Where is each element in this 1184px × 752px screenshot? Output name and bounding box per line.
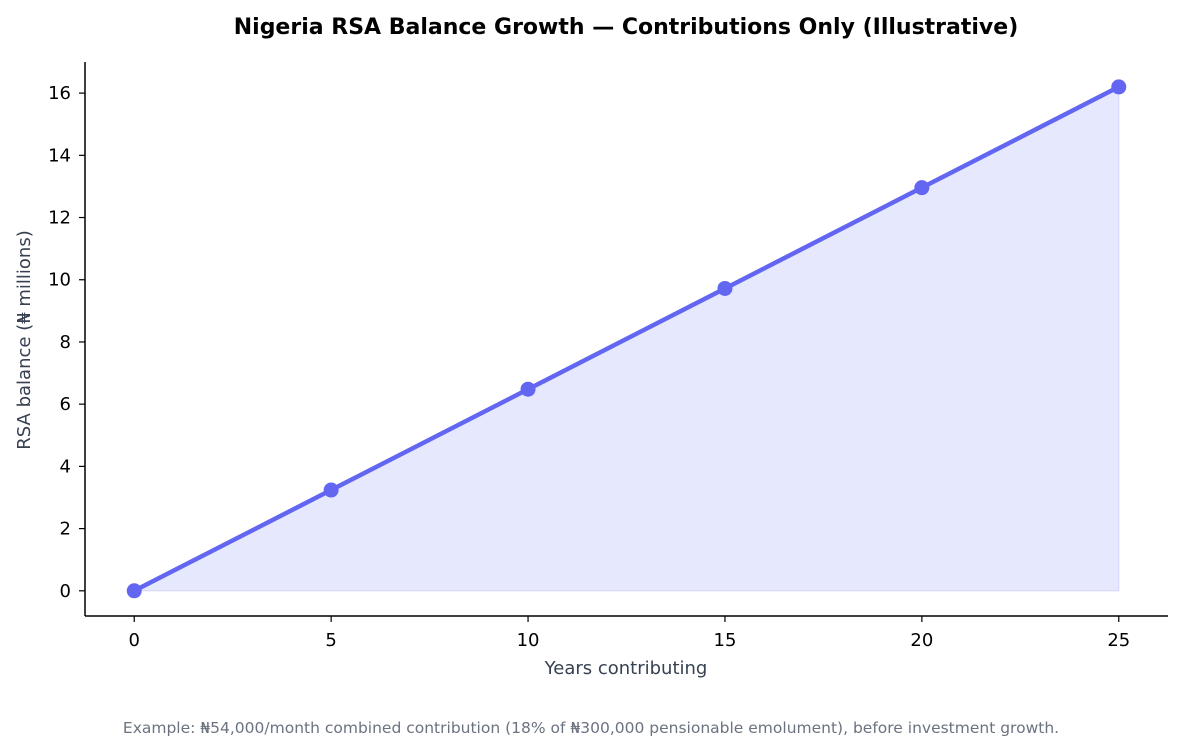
- data-point: [717, 280, 733, 296]
- y-tick-label: 2: [60, 519, 71, 540]
- data-point: [126, 583, 142, 599]
- y-tick-label: 0: [60, 581, 71, 602]
- y-tick-label: 14: [48, 145, 71, 166]
- y-axis-ticks: 0 2 4 6 8 10 12 14 16: [48, 83, 85, 602]
- x-tick-label: 20: [910, 630, 933, 651]
- axes: [84, 62, 1168, 617]
- data-point: [323, 482, 339, 498]
- chart-title: Nigeria RSA Balance Growth — Contributio…: [234, 15, 1019, 40]
- y-tick-label: 4: [60, 456, 71, 477]
- y-tick-label: 8: [60, 332, 71, 353]
- x-axis-label: Years contributing: [544, 658, 708, 679]
- y-tick-label: 10: [48, 270, 71, 291]
- x-tick-label: 10: [517, 630, 540, 651]
- data-point: [914, 180, 930, 196]
- series-markers: [126, 79, 1127, 599]
- footnote: Example: ₦54,000/month combined contribu…: [123, 719, 1059, 737]
- x-tick-label: 0: [129, 630, 140, 651]
- y-tick-label: 6: [60, 394, 71, 415]
- x-tick-label: 15: [714, 630, 737, 651]
- data-point: [520, 381, 536, 397]
- y-tick-label: 16: [48, 83, 71, 104]
- data-point: [1111, 79, 1127, 95]
- x-axis-ticks: 0 5 10 15 20 25: [129, 616, 1130, 651]
- y-axis-label: RSA balance (₦ millions): [14, 230, 35, 449]
- series-line: [131, 84, 1122, 594]
- x-tick-label: 5: [325, 630, 336, 651]
- y-tick-label: 12: [48, 208, 71, 229]
- x-tick-label: 25: [1107, 630, 1130, 651]
